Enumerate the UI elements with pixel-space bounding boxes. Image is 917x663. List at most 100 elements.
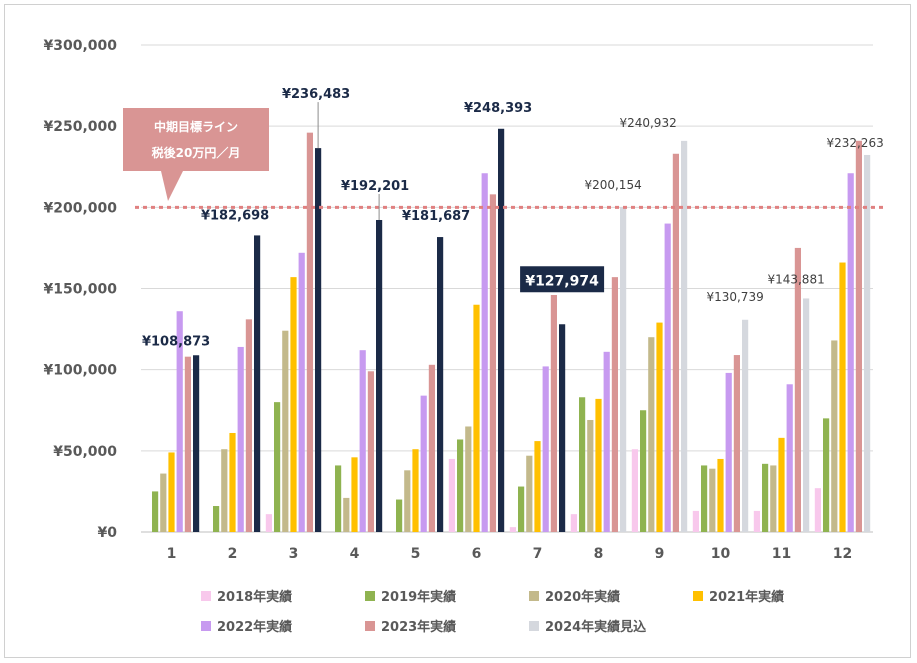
legend-swatch	[201, 621, 211, 631]
data-label: ¥181,687	[402, 209, 470, 224]
bar	[473, 304, 480, 532]
x-tick-label: 12	[833, 546, 852, 562]
bar	[733, 355, 740, 532]
x-tick-label: 6	[472, 546, 482, 562]
x-tick-label: 11	[772, 546, 791, 562]
legend-label: 2022年実績	[217, 619, 292, 635]
legend-label: 2024年実績見込	[545, 619, 647, 635]
bar	[839, 262, 846, 532]
legend-label: 2021年実績	[709, 589, 784, 605]
bar	[725, 372, 732, 532]
bar	[351, 457, 358, 532]
x-tick-label: 3	[289, 546, 299, 562]
bar	[265, 514, 272, 532]
bar	[778, 437, 785, 532]
bar	[518, 486, 525, 532]
bar	[803, 298, 810, 532]
bar	[814, 488, 821, 532]
bar	[489, 194, 496, 532]
bar	[412, 449, 419, 532]
bar	[823, 418, 830, 532]
bar	[465, 426, 472, 532]
bar	[550, 294, 557, 532]
data-label: ¥240,932	[619, 116, 676, 130]
y-tick-label: ¥150,000	[43, 282, 117, 298]
bar	[245, 319, 252, 532]
callout-line-2: 税後20万円／月	[152, 145, 241, 160]
data-label: ¥200,154	[584, 178, 641, 192]
bar	[229, 432, 236, 532]
legend-swatch	[365, 621, 375, 631]
bar	[335, 465, 342, 532]
bar	[274, 402, 281, 532]
bar	[847, 173, 854, 532]
bar	[595, 398, 602, 532]
bar	[692, 510, 699, 532]
bar	[620, 207, 627, 532]
x-tick-label: 5	[411, 546, 421, 562]
bar	[168, 452, 175, 532]
legend-label: 2023年実績	[381, 619, 456, 635]
data-label: ¥192,201	[341, 179, 409, 194]
y-tick-label: ¥0	[98, 525, 118, 541]
bar	[160, 473, 167, 532]
data-label: ¥236,483	[282, 87, 350, 102]
x-axis: 1 2 3 4 5 6 7 8 9 10 11 12	[167, 546, 853, 562]
bar	[794, 247, 801, 532]
bar	[603, 351, 610, 532]
bar-chart: ¥0 ¥50,000 ¥100,000 ¥150,000 ¥200,000 ¥250,00…	[43, 38, 885, 635]
bar	[709, 468, 716, 532]
data-label: ¥127,974	[525, 273, 599, 289]
x-tick-label: 8	[594, 546, 604, 562]
legend-label: 2020年実績	[545, 589, 620, 605]
y-tick-label: ¥50,000	[53, 444, 117, 460]
bar	[428, 364, 435, 532]
bar	[437, 237, 444, 532]
data-label: ¥232,263	[826, 136, 883, 150]
bar	[237, 346, 244, 532]
bar	[611, 277, 618, 532]
bar	[343, 497, 350, 532]
bar	[681, 140, 688, 532]
bars	[152, 128, 871, 533]
bar	[631, 449, 638, 532]
bar	[498, 128, 505, 532]
bar	[770, 465, 777, 532]
bar	[176, 311, 183, 532]
legend-swatch	[201, 591, 211, 601]
legend-label: 2019年実績	[381, 589, 456, 605]
chart-frame: ¥0 ¥50,000 ¥100,000 ¥150,000 ¥200,000 ¥250,00…	[4, 4, 911, 658]
bar	[221, 449, 228, 532]
legend-label: 2018年実績	[217, 589, 292, 605]
y-tick-label: ¥200,000	[43, 200, 117, 216]
bar	[542, 366, 549, 532]
bar	[315, 148, 322, 533]
bar	[282, 330, 289, 532]
y-axis: ¥0 ¥50,000 ¥100,000 ¥150,000 ¥200,000 ¥250,00…	[43, 38, 117, 541]
bar	[184, 356, 191, 532]
bar	[534, 441, 541, 532]
x-tick-label: 1	[167, 546, 177, 562]
y-tick-label: ¥250,000	[43, 119, 117, 135]
x-tick-label: 9	[655, 546, 665, 562]
bar	[648, 337, 655, 532]
data-label: ¥248,393	[464, 101, 532, 116]
bar	[656, 322, 663, 532]
target-callout: 中期目標ライン 税後20万円／月	[123, 108, 269, 201]
x-tick-label: 4	[350, 546, 360, 562]
x-tick-label: 10	[711, 546, 731, 562]
bar	[457, 439, 464, 532]
x-tick-label: 2	[228, 546, 238, 562]
bar	[367, 371, 374, 532]
data-label: ¥143,881	[767, 272, 824, 286]
bar	[559, 324, 566, 532]
legend-swatch	[529, 591, 539, 601]
bar	[855, 140, 862, 532]
bar	[152, 491, 159, 532]
callout-line-1: 中期目標ライン	[154, 119, 238, 134]
bar	[786, 384, 793, 532]
bar	[448, 458, 455, 532]
x-tick-label: 7	[533, 546, 543, 562]
data-label: ¥130,739	[706, 290, 763, 304]
bar	[831, 340, 838, 532]
